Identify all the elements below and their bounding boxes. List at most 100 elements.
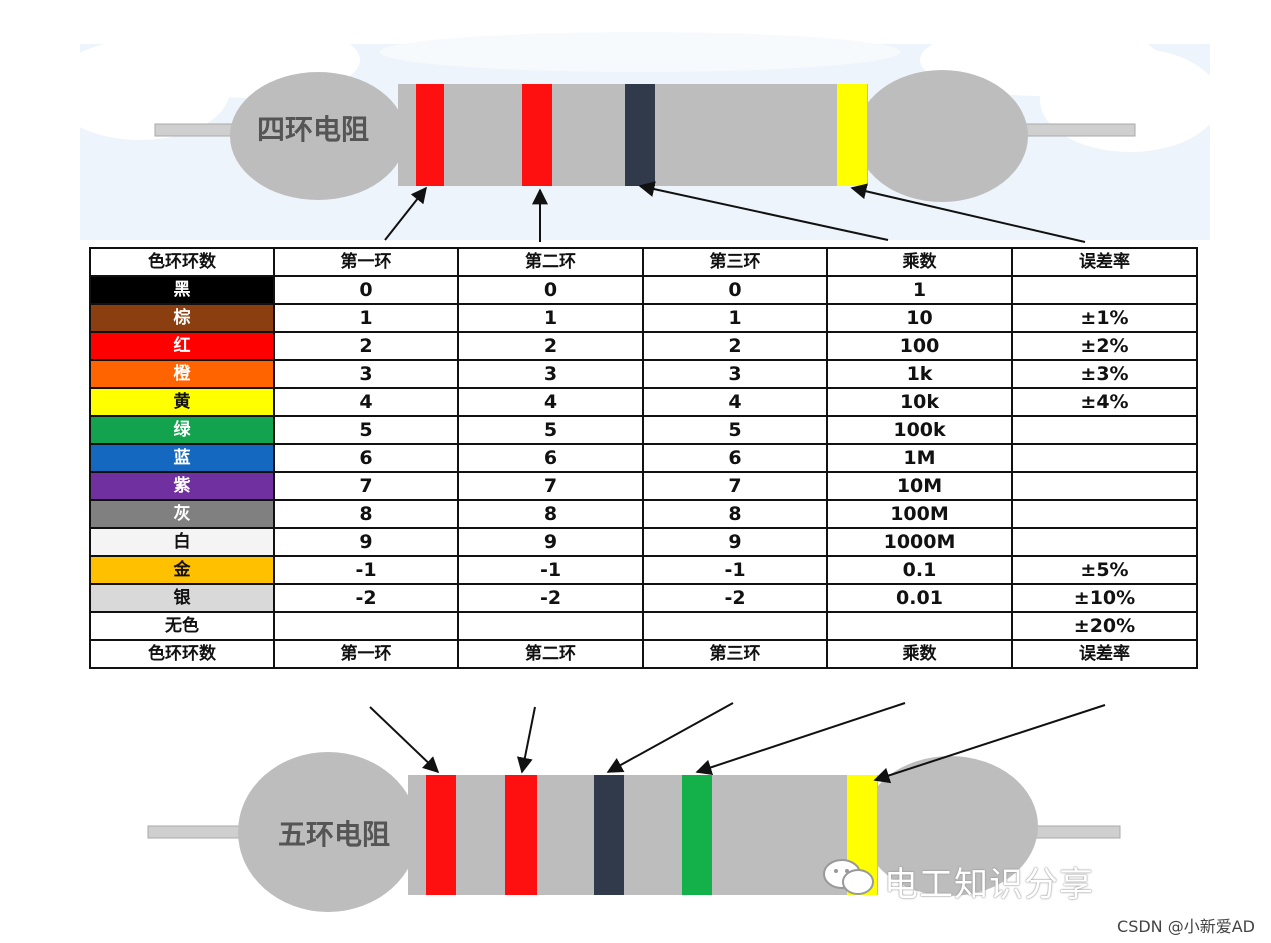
arrow-bottom-1 <box>369 706 440 774</box>
color-name-cell: 黑 <box>89 275 275 305</box>
color-name-cell: 蓝 <box>89 443 275 473</box>
second-band-cell: 0 <box>457 275 644 305</box>
arrow-bottom-4 <box>695 702 906 776</box>
third-band-cell: 1 <box>642 303 828 333</box>
table-footer-row: 色环环数 第一环 第二环 第三环 乘数 误差率 <box>89 639 1198 669</box>
color-name-cell: 金 <box>89 555 275 585</box>
third-band-cell: 7 <box>642 471 828 501</box>
first-band-cell: 1 <box>273 303 459 333</box>
resistor-four-band: 四环电阻 <box>154 70 1136 202</box>
table-footer-row-cell: 误差率 <box>1011 639 1198 669</box>
second-band-cell: 7 <box>457 471 644 501</box>
first-band-cell: -1 <box>273 555 459 585</box>
table-header-row-cell: 乘数 <box>826 247 1013 277</box>
second-band-cell: -1 <box>457 555 644 585</box>
multiplier-cell: 0.1 <box>826 555 1013 585</box>
tolerance-cell: ±10% <box>1011 583 1198 613</box>
table-header-row-cell: 第一环 <box>273 247 459 277</box>
table-footer-row-cell: 第二环 <box>457 639 644 669</box>
third-band-cell: 0 <box>642 275 828 305</box>
second-band-cell: 9 <box>457 527 644 557</box>
table-row: 棕 1 1 1 10 ±1% <box>89 303 1198 333</box>
arrow-top-1 <box>384 186 427 241</box>
first-band-cell: 9 <box>273 527 459 557</box>
resistor-five-label: 五环电阻 <box>278 818 390 851</box>
tolerance-cell: ±5% <box>1011 555 1198 585</box>
table-row: 金 -1 -1 -1 0.1 ±5% <box>89 555 1198 585</box>
table-row: 银 -2 -2 -2 0.01 ±10% <box>89 583 1198 613</box>
second-band-cell: 3 <box>457 359 644 389</box>
multiplier-cell: 100 <box>826 331 1013 361</box>
table-row: 橙 3 3 3 1k ±3% <box>89 359 1198 389</box>
table-row: 灰 8 8 8 100M <box>89 499 1198 529</box>
tolerance-cell: ±2% <box>1011 331 1198 361</box>
first-band-cell: 5 <box>273 415 459 445</box>
table-row: 紫 7 7 7 10M <box>89 471 1198 501</box>
resistor-four-band-2 <box>522 84 552 186</box>
multiplier-cell: 1000M <box>826 527 1013 557</box>
third-band-cell: 6 <box>642 443 828 473</box>
resistor-four-band-1 <box>416 84 444 186</box>
resistor-five-band-4 <box>682 775 712 895</box>
table-footer-row-cell: 乘数 <box>826 639 1013 669</box>
second-band-cell: -2 <box>457 583 644 613</box>
table-header-row: 色环环数 第一环 第二环 第三环 乘数 误差率 <box>89 247 1198 277</box>
multiplier-cell: 0.01 <box>826 583 1013 613</box>
second-band-cell: 8 <box>457 499 644 529</box>
first-band-cell <box>273 611 459 641</box>
resistor-four-band-4 <box>837 84 867 186</box>
arrow-bottom-3 <box>606 702 734 773</box>
tolerance-cell: ±3% <box>1011 359 1198 389</box>
first-band-cell: 8 <box>273 499 459 529</box>
second-band-cell <box>457 611 644 641</box>
color-name-cell: 灰 <box>89 499 275 529</box>
first-band-cell: 0 <box>273 275 459 305</box>
tolerance-cell: ±1% <box>1011 303 1198 333</box>
wechat-icon <box>823 859 874 895</box>
resistor-five-band: 五环电阻 <box>147 752 1121 912</box>
color-name-cell: 紫 <box>89 471 275 501</box>
resistor-five-cap-right <box>862 756 1038 896</box>
resistor-five-band-1 <box>426 775 456 895</box>
tolerance-cell: ±4% <box>1011 387 1198 417</box>
color-name-cell: 黄 <box>89 387 275 417</box>
csdn-credit: CSDN @小新爱AD <box>1117 917 1255 936</box>
table-header-row-cell: 色环环数 <box>89 247 275 277</box>
first-band-cell: 7 <box>273 471 459 501</box>
second-band-cell: 5 <box>457 415 644 445</box>
third-band-cell: 9 <box>642 527 828 557</box>
third-band-cell <box>642 611 828 641</box>
arrows-top <box>384 181 1086 243</box>
third-band-cell: 2 <box>642 331 828 361</box>
third-band-cell: -1 <box>642 555 828 585</box>
resistor-four-cap-left <box>230 72 406 200</box>
watermark-text: 电工知识分享 <box>884 865 1094 905</box>
multiplier-cell: 10 <box>826 303 1013 333</box>
third-band-cell: 5 <box>642 415 828 445</box>
tolerance-cell <box>1011 443 1198 473</box>
color-name-cell: 红 <box>89 331 275 361</box>
table-row: 红 2 2 2 100 ±2% <box>89 331 1198 361</box>
color-name-cell: 橙 <box>89 359 275 389</box>
third-band-cell: 8 <box>642 499 828 529</box>
table-row: 无色 ±20% <box>89 611 1198 641</box>
tolerance-cell <box>1011 499 1198 529</box>
tolerance-cell: ±20% <box>1011 611 1198 641</box>
color-code-table: 色环环数 第一环 第二环 第三环 乘数 误差率黑 0 0 0 1 棕 1 1 1 10 ±1% 红 2 2 2 100 ±… <box>89 247 1198 669</box>
tolerance-cell <box>1011 415 1198 445</box>
multiplier-cell: 1 <box>826 275 1013 305</box>
table-header-row-cell: 误差率 <box>1011 247 1198 277</box>
table-footer-row-cell: 第三环 <box>642 639 828 669</box>
resistor-five-band-3 <box>594 775 624 895</box>
color-name-cell: 棕 <box>89 303 275 333</box>
resistor-four-band-3 <box>625 84 655 186</box>
third-band-cell: 4 <box>642 387 828 417</box>
color-name-cell: 无色 <box>89 611 275 641</box>
multiplier-cell: 100M <box>826 499 1013 529</box>
table-row: 黄 4 4 4 10k ±4% <box>89 387 1198 417</box>
arrow-top-4 <box>850 183 1086 243</box>
color-name-cell: 银 <box>89 583 275 613</box>
table-footer-row-cell: 色环环数 <box>89 639 275 669</box>
